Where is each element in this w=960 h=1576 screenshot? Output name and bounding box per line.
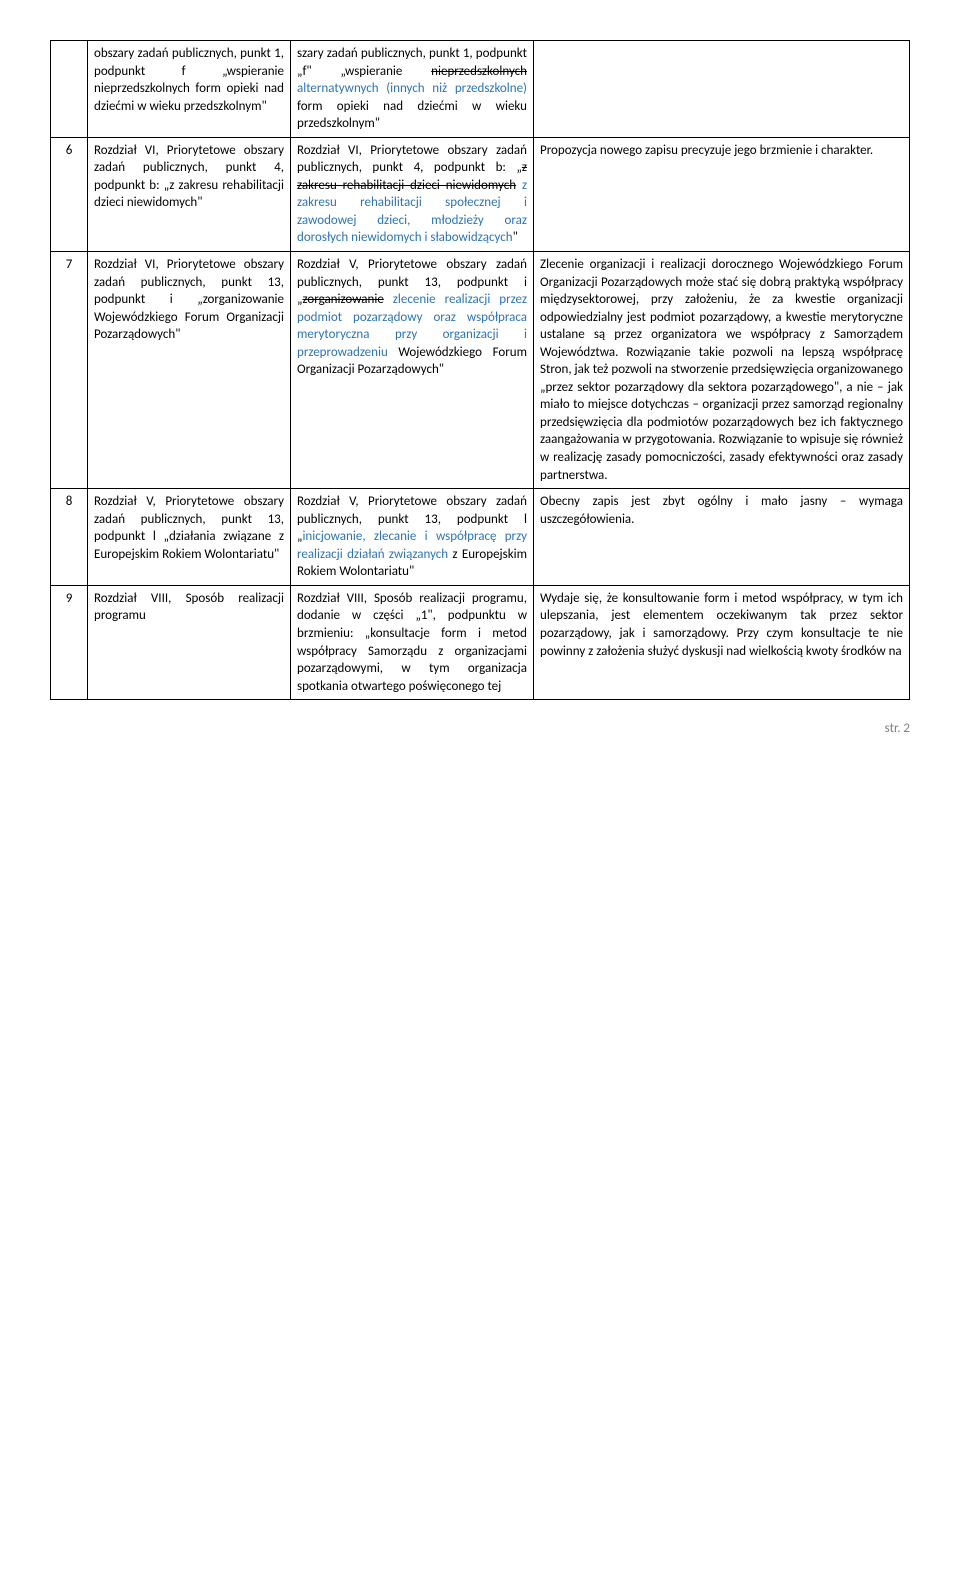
justification-text: Wydaje się, że konsultowanie form i meto… [534, 585, 910, 699]
original-text: Rozdział VI, Priorytetowe obszary zadań … [88, 252, 291, 489]
proposed-text: Rozdział V, Priorytetowe obszary zadań p… [291, 489, 534, 586]
original-text: obszary zadań publicznych, punkt 1, podp… [88, 41, 291, 138]
table-row: 8Rozdział V, Priorytetowe obszary zadań … [51, 489, 910, 586]
proposed-text: Rozdział V, Priorytetowe obszary zadań p… [291, 252, 534, 489]
original-text: Rozdział V, Priorytetowe obszary zadań p… [88, 489, 291, 586]
proposed-text: szary zadań publicznych, punkt 1, podpun… [291, 41, 534, 138]
row-number: 6 [51, 137, 88, 251]
justification-text: Propozycja nowego zapisu precyzuje jego … [534, 137, 910, 251]
proposed-text: Rozdział VI, Priorytetowe obszary zadań … [291, 137, 534, 251]
table-row: 7Rozdział VI, Priorytetowe obszary zadań… [51, 252, 910, 489]
original-text: Rozdział VI, Priorytetowe obszary zadań … [88, 137, 291, 251]
justification-text: Zlecenie organizacji i realizacji dorocz… [534, 252, 910, 489]
row-number: 8 [51, 489, 88, 586]
table-row: 6Rozdział VI, Priorytetowe obszary zadań… [51, 137, 910, 251]
row-number: 7 [51, 252, 88, 489]
proposed-text: Rozdział VIII, Sposób realizacji program… [291, 585, 534, 699]
row-number: 9 [51, 585, 88, 699]
page-footer: str. 2 [50, 720, 910, 738]
row-number [51, 41, 88, 138]
table-row: 9Rozdział VIII, Sposób realizacji progra… [51, 585, 910, 699]
table-row: obszary zadań publicznych, punkt 1, podp… [51, 41, 910, 138]
justification-text: Obecny zapis jest zbyt ogólny i mało jas… [534, 489, 910, 586]
original-text: Rozdział VIII, Sposób realizacji program… [88, 585, 291, 699]
justification-text [534, 41, 910, 138]
amendments-table: obszary zadań publicznych, punkt 1, podp… [50, 40, 910, 700]
